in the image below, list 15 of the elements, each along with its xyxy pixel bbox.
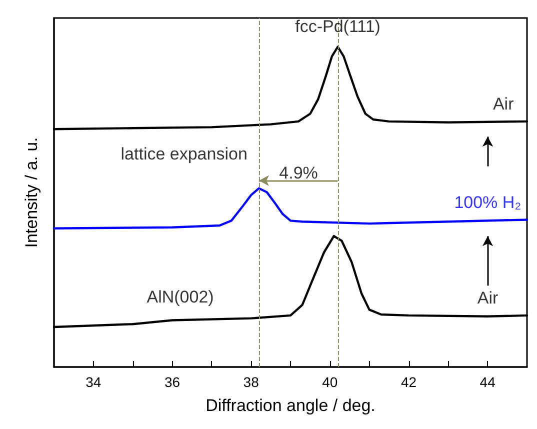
x-tick-label: 36 (164, 374, 180, 390)
annotation: 100% H₂ (454, 193, 522, 212)
x-axis-title: Diffraction angle / deg. (206, 396, 376, 415)
annotation: lattice expansion (120, 144, 248, 164)
annotation: Air (492, 94, 514, 114)
annotation: Air (477, 288, 498, 308)
x-tick-label: 42 (400, 374, 417, 390)
text: fcc-Pd(111) (295, 17, 380, 36)
annotation: 4.9% (279, 163, 318, 182)
x-tick-label: 44 (480, 374, 496, 390)
x-tick-label: 40 (322, 374, 338, 390)
x-tick-label: 38 (243, 374, 260, 390)
x-tick-label: 34 (86, 374, 102, 390)
y-axis-title: Intensity / a. u. (22, 137, 41, 248)
annotation: AlN(002) (146, 288, 214, 307)
